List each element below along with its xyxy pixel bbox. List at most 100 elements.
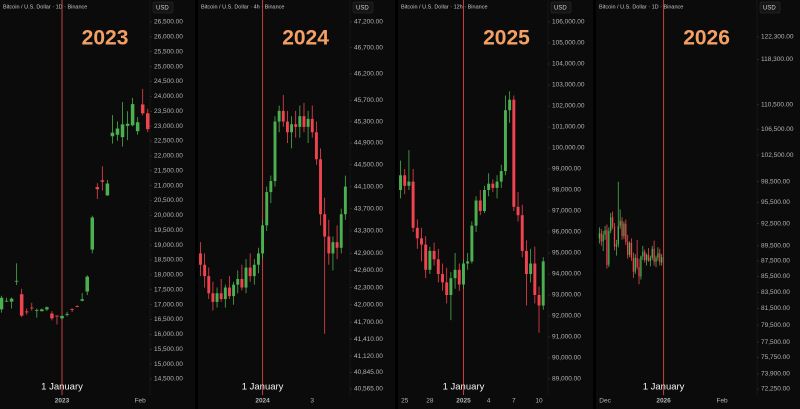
candle-body: [617, 225, 619, 245]
candle-body: [449, 278, 453, 296]
y-tick-label: 94,000.00: [552, 271, 581, 278]
candle-body: [323, 214, 327, 237]
y-tick-label: 77,500.00: [761, 339, 790, 346]
candle-body: [115, 128, 120, 135]
y-tick-label: 75,750.00: [761, 354, 790, 361]
candle-body: [428, 250, 432, 270]
candle-body: [512, 99, 516, 207]
y-tick-label: 41,700.00: [354, 319, 383, 326]
y-tick-label: 24,000.00: [154, 93, 183, 100]
candle-body: [640, 256, 642, 277]
y-tick-label: 105,000.00: [552, 40, 585, 47]
candle-body: [331, 242, 335, 254]
candle-body: [659, 253, 661, 263]
year-title: 2025: [483, 27, 530, 50]
candle-body: [503, 110, 507, 172]
y-tick-label: 21,000.00: [154, 182, 183, 189]
candle-body: [199, 253, 202, 265]
x-tick-label: 2025: [456, 398, 471, 405]
y-tick-label: 98,000.00: [552, 187, 581, 194]
x-tick-label: 7: [512, 398, 516, 405]
candle-body: [623, 223, 625, 237]
candle-body: [261, 225, 265, 254]
candle-body: [281, 110, 285, 122]
candle-body: [80, 299, 84, 301]
candle-body: [327, 236, 331, 254]
candle-body: [516, 206, 520, 216]
candle-body: [424, 244, 428, 270]
y-tick-label: 20,000.00: [154, 212, 183, 219]
x-tick-label: 28: [426, 398, 434, 405]
candle-body: [541, 261, 545, 306]
y-tick-label: 45,300.00: [354, 118, 383, 125]
candle-body: [269, 181, 273, 193]
candle-body: [50, 313, 54, 319]
candle-body: [252, 264, 256, 277]
annotation-label: 1 January: [242, 382, 284, 393]
y-tick-label: 85,500.00: [761, 273, 790, 280]
y-tick-label: 97,000.00: [552, 208, 581, 215]
candle-body: [219, 293, 223, 300]
y-tick-label: 42,000.00: [354, 302, 383, 309]
candle-body: [14, 280, 19, 282]
candle-body: [420, 238, 423, 245]
x-tick-label: 2024: [255, 398, 270, 405]
candle-body: [411, 181, 415, 228]
y-tick-label: 41,120.00: [354, 353, 383, 360]
candle-body: [453, 269, 457, 279]
candle-body: [636, 257, 638, 268]
candle-body: [634, 257, 636, 272]
y-tick-label: 42,900.00: [354, 250, 383, 257]
candle-body: [4, 300, 9, 302]
candle-body: [302, 116, 306, 127]
y-tick-label: 44,900.00: [354, 140, 383, 147]
candle-body: [432, 250, 436, 260]
candle-body: [0, 297, 4, 310]
y-tick-label: 102,000.00: [552, 103, 585, 110]
candle-body: [533, 263, 537, 296]
candle-body: [628, 242, 631, 255]
y-tick-label: 102,500.00: [761, 152, 794, 159]
candle-body: [339, 214, 343, 248]
y-tick-label: 26,000.00: [154, 34, 183, 41]
candle-body: [403, 175, 407, 186]
year-title: 2023: [82, 27, 129, 50]
y-tick-label: 101,000.00: [552, 124, 585, 131]
candle-body: [110, 132, 115, 137]
candle-body: [627, 242, 629, 255]
candle-body: [457, 269, 461, 285]
candle-body: [619, 220, 621, 226]
candle-body: [140, 104, 145, 114]
candle-body: [223, 287, 227, 300]
candle-body: [615, 244, 618, 247]
x-tick-label: 4: [487, 398, 491, 405]
y-tick-label: 98,500.00: [761, 178, 790, 185]
y-tick-label: 40,845.00: [354, 369, 383, 376]
candle-body: [642, 251, 644, 257]
annotation-label: 1 January: [443, 382, 485, 393]
y-tick-label: 17,500.00: [154, 286, 183, 293]
header-text: Bitcoin / U.S. Dollar · 4h · Binance: [201, 4, 284, 10]
y-tick-label: 21,500.00: [154, 167, 183, 174]
candle-body: [310, 118, 314, 133]
annotation-label: 1 January: [643, 382, 685, 393]
candle-body: [638, 267, 640, 277]
candle-body: [285, 121, 289, 133]
candle-body: [207, 276, 211, 294]
x-tick-label: Dec: [599, 398, 611, 405]
candle-body: [100, 180, 105, 182]
candle-body: [9, 298, 14, 302]
candle-body: [621, 220, 623, 237]
currency-box: [352, 1, 374, 14]
y-tick-label: 17,000.00: [154, 301, 183, 308]
y-tick-label: 92,000.00: [552, 313, 581, 320]
y-tick-label: 118,300.00: [761, 56, 793, 63]
candle-body: [248, 267, 252, 277]
candle-body: [649, 257, 652, 261]
y-tick-label: 44,100.00: [354, 183, 383, 190]
x-tick-label: Feb: [716, 398, 728, 405]
y-tick-label: 19,500.00: [154, 227, 183, 234]
candle-body: [441, 274, 444, 283]
y-tick-label: 25,000.00: [154, 63, 183, 70]
candle-body: [645, 254, 648, 261]
